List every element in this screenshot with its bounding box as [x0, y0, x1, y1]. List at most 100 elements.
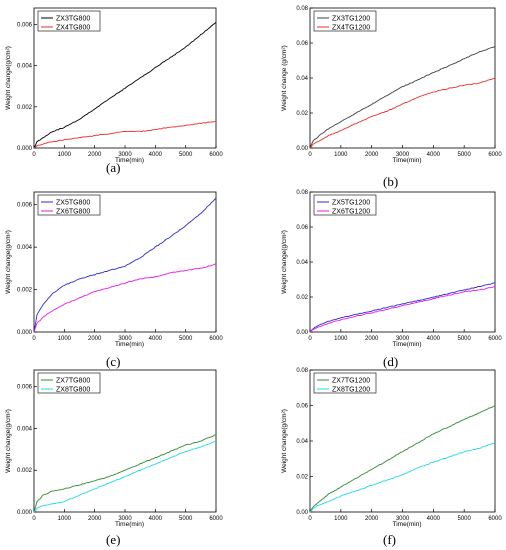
- x-tick-label: 4000: [149, 516, 163, 522]
- legend-box: [313, 372, 377, 394]
- y-tick-label: 0.06: [296, 404, 308, 410]
- x-tick-label: 6000: [209, 516, 223, 522]
- legend-label-zx4tg1200: ZX4TG1200: [332, 25, 370, 32]
- y-axis-label: Weight change(g/cm²): [5, 230, 12, 294]
- series-line-zx6tg1200: [309, 286, 496, 333]
- x-tick-label: 2000: [365, 336, 379, 342]
- y-tick-label: 0.08: [296, 368, 308, 374]
- x-tick-label: 5000: [179, 152, 193, 158]
- legend-label-zx6tg1200: ZX6TG1200: [332, 209, 370, 216]
- y-tick-label: 0.006: [17, 203, 33, 209]
- y-tick-label: 0.02: [296, 295, 308, 301]
- chart-panel-0: 0 1000 2000 3000 4000 5000 6000 0.000 0.002 0.004…: [5, 7, 223, 164]
- x-tick-label: 3000: [396, 516, 410, 522]
- y-tick-label: 0.02: [296, 111, 308, 117]
- panel-label-c: (c): [106, 354, 121, 369]
- y-tick-label: 0.02: [296, 475, 308, 481]
- legend-label-zx4tg800: ZX4TG800: [56, 25, 90, 32]
- series-line-zx5tg1200: [309, 282, 496, 333]
- x-tick-label: 5000: [457, 152, 471, 158]
- x-axis-label: Time(min): [115, 341, 144, 348]
- x-tick-label: 3000: [118, 152, 132, 158]
- x-tick-label: 1000: [58, 152, 72, 158]
- panel-label-d: (d): [383, 354, 399, 369]
- series-line-zx3tg800: [33, 21, 217, 149]
- x-tick-label: 0: [32, 152, 36, 158]
- chart-panel-1: 0 1000 2000 3000 4000 5000 6000 0.00 0.02 0.04 0.0…: [281, 6, 502, 164]
- panel-label-f: (f): [383, 532, 396, 547]
- y-tick-label: 0.002: [17, 105, 33, 111]
- y-tick-label: 0.004: [17, 64, 33, 70]
- y-tick-label: 0.000: [17, 146, 33, 152]
- y-tick-label: 0.04: [296, 260, 308, 266]
- y-axis-label: Weight change (g/cm²): [281, 45, 288, 111]
- series-line-zx8tg800: [33, 440, 217, 513]
- legend-label-zx3tg1200: ZX3TG1200: [332, 16, 370, 23]
- legend-label-zx6tg800: ZX6TG800: [56, 209, 90, 216]
- x-tick-label: 2000: [365, 516, 379, 522]
- series-line-zx3tg1200: [309, 45, 496, 149]
- x-tick-label: 2000: [88, 336, 102, 342]
- y-tick-label: 0.08: [296, 6, 308, 12]
- legend-label-zx7tg1200: ZX7TG1200: [332, 378, 370, 385]
- legend-box: [313, 194, 377, 216]
- legend-label-zx7tg800: ZX7TG800: [56, 378, 90, 385]
- panel-label-b: (b): [383, 174, 399, 189]
- y-axis-label: Weight change(g/cm²): [281, 230, 288, 294]
- y-tick-label: 0.04: [296, 76, 308, 82]
- y-tick-label: 0.06: [296, 225, 308, 231]
- panel-label-a: (a): [106, 160, 121, 175]
- x-tick-label: 4000: [427, 516, 441, 522]
- y-tick-label: 0.000: [17, 510, 33, 516]
- y-tick-label: 0.006: [17, 22, 33, 28]
- x-tick-label: 3000: [396, 336, 410, 342]
- x-tick-label: 2000: [365, 152, 379, 158]
- series-line-zx4tg800: [33, 120, 217, 149]
- y-tick-label: 0.002: [17, 288, 33, 294]
- x-tick-label: 3000: [118, 336, 132, 342]
- legend-label-zx5tg800: ZX5TG800: [56, 200, 90, 207]
- legend-box: [37, 194, 101, 216]
- x-tick-label: 2000: [88, 516, 102, 522]
- x-tick-label: 0: [308, 516, 312, 522]
- legend-box: [37, 372, 101, 394]
- y-tick-label: 0.06: [296, 41, 308, 47]
- legend-label-zx3tg800: ZX3TG800: [56, 16, 90, 23]
- x-tick-label: 6000: [488, 152, 502, 158]
- x-tick-label: 6000: [488, 336, 502, 342]
- x-tick-label: 6000: [209, 336, 223, 342]
- y-tick-label: 0.002: [17, 468, 33, 474]
- series-line-zx5tg800: [33, 197, 217, 333]
- y-tick-label: 0.004: [17, 426, 33, 432]
- x-tick-label: 3000: [396, 152, 410, 158]
- chart-panel-4: 0 1000 2000 3000 4000 5000 6000 0.000 0.002 0.004…: [5, 369, 223, 528]
- x-tick-label: 1000: [58, 516, 72, 522]
- x-tick-label: 6000: [488, 516, 502, 522]
- x-tick-label: 3000: [118, 516, 132, 522]
- y-tick-label: 0.006: [17, 385, 33, 391]
- x-tick-label: 4000: [149, 336, 163, 342]
- x-tick-label: 0: [32, 336, 36, 342]
- y-tick-label: 0.08: [296, 190, 308, 196]
- series-line-zx7tg800: [33, 434, 216, 513]
- chart-panel-5: 0 1000 2000 3000 4000 5000 6000 0.00 0.02 0.04 0.0…: [281, 368, 502, 528]
- y-tick-label: 0.00: [296, 330, 308, 336]
- x-tick-label: 0: [308, 336, 312, 342]
- y-axis-label: Weight change(g/cm²): [5, 46, 12, 110]
- x-tick-label: 4000: [427, 152, 441, 158]
- x-axis-label: Time(min): [115, 521, 144, 528]
- x-tick-label: 5000: [457, 516, 471, 522]
- y-tick-label: 0.004: [17, 245, 33, 251]
- x-tick-label: 5000: [457, 336, 471, 342]
- x-tick-label: 1000: [334, 336, 348, 342]
- y-tick-label: 0.000: [17, 330, 33, 336]
- chart-panel-2: 0 1000 2000 3000 4000 5000 6000 0.000 0.002 0.004…: [5, 191, 223, 348]
- legend-label-zx8tg800: ZX8TG800: [56, 387, 90, 394]
- x-axis-label: Time(min): [115, 157, 144, 164]
- x-tick-label: 5000: [179, 336, 193, 342]
- x-tick-label: 1000: [334, 152, 348, 158]
- x-tick-label: 6000: [209, 152, 223, 158]
- y-tick-label: 0.04: [296, 439, 308, 445]
- legend-box: [313, 10, 377, 32]
